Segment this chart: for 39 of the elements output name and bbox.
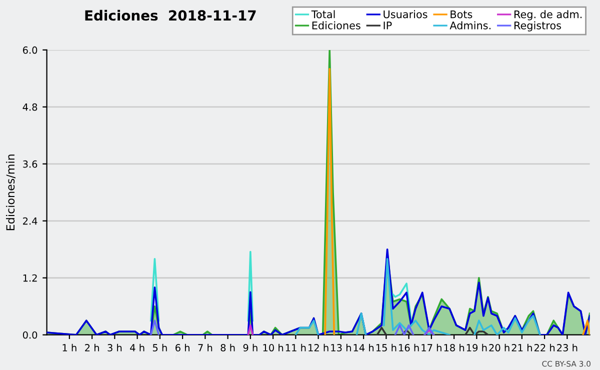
x-tick-label: 2 h [85,344,99,352]
x-tick-label: 21 h [512,344,532,352]
x-tick-label: 13 h [331,344,351,352]
x-tick-label: 8 h [220,344,235,352]
x-tick-label: 20 h [489,344,510,352]
legend-label: Reg. de adm. [514,10,582,20]
legend-label: Ediciones [312,21,360,30]
x-tick-label: 6 h [176,344,190,352]
x-tick-label: 15 h [376,344,396,352]
y-tick-label: 2.4 [23,217,38,225]
y-tick-label: 1.2 [23,274,37,282]
x-tick-label: 14 h [354,344,374,352]
x-tick-label: 7 h [198,344,212,352]
legend-label: Admins. [450,21,490,30]
legend-label: Bots [450,10,472,18]
y-tick-label: 3.6 [23,160,38,168]
x-tick-label: 23 h [557,344,578,352]
legend-label: Usuarios [384,10,428,18]
x-tick-label: 12 h [308,344,328,352]
x-tick-label: 4 h [130,344,144,352]
y-tick-label: 6.0 [22,46,38,54]
x-tick-label: 17 h [422,344,442,352]
y-tick-label: 0.0 [22,331,38,339]
x-tick-label: 16 h [399,344,419,352]
x-tick-label: 18 h [444,344,464,352]
y-axis-title: Ediciones/min [6,154,16,230]
x-tick-label: 19 h [466,344,487,352]
x-tick-label: 10 h [263,344,284,352]
legend-label: IP [384,22,392,30]
legend-label: Total [311,10,335,18]
chart-title: Ediciones 2018-11-17 [85,10,256,21]
x-tick-label: 11 h [286,344,306,352]
x-tick-label: 9 h [243,344,258,352]
x-tick-label: 3 h [108,344,122,352]
x-tick-label: 1 h [62,344,76,352]
y-tick-label: 4.8 [22,103,38,111]
legend-label: Registros [514,21,562,32]
x-tick-label: 22 h [534,344,555,352]
x-tick-label: 5 h [152,344,167,352]
